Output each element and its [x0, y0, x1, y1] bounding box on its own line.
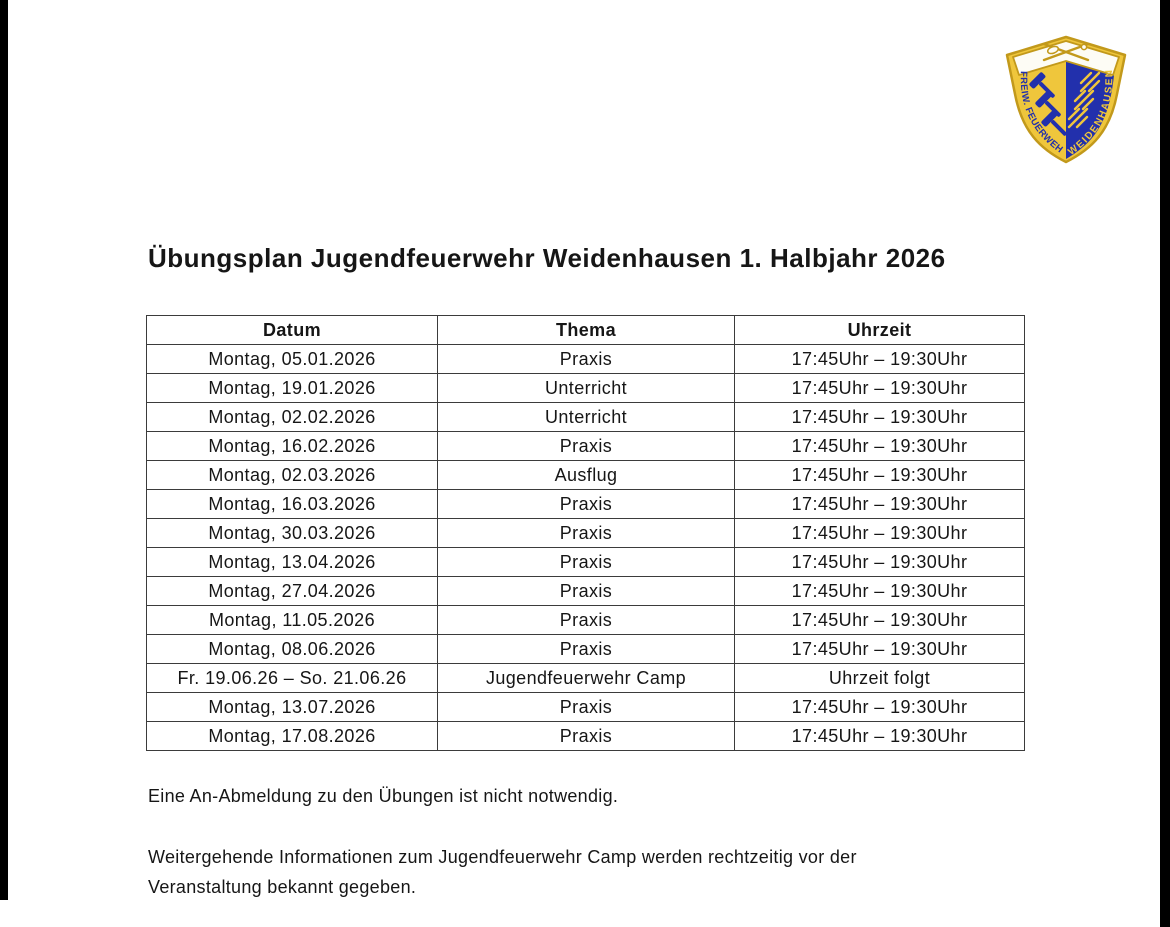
table-cell: Praxis: [437, 547, 735, 577]
table-cell: 17:45Uhr – 19:30Uhr: [734, 692, 1025, 722]
table-cell: Montag, 16.02.2026: [146, 431, 438, 461]
table-cell: Unterricht: [437, 373, 735, 403]
table-cell: Unterricht: [437, 402, 735, 432]
table-cell: 17:45Uhr – 19:30Uhr: [734, 576, 1025, 606]
table-cell: Montag, 13.07.2026: [146, 692, 438, 722]
table-cell: 17:45Uhr – 19:30Uhr: [734, 489, 1025, 519]
table-cell: 17:45Uhr – 19:30Uhr: [734, 460, 1025, 490]
table-cell: Montag, 08.06.2026: [146, 634, 438, 664]
table-cell: Jugendfeuerwehr Camp: [437, 663, 735, 693]
table-cell: 17:45Uhr – 19:30Uhr: [734, 634, 1025, 664]
note-camp-info-line1: Weitergehende Informationen zum Jugendfe…: [148, 847, 857, 867]
table-cell: Fr. 19.06.26 – So. 21.06.26: [146, 663, 438, 693]
column-header: Thema: [437, 315, 735, 345]
table-cell: Praxis: [437, 605, 735, 635]
feuerwehr-crest-logo: FREIW. FEUERWEHR WEIDENHAUSEN: [993, 30, 1127, 164]
table-row: Montag, 16.03.2026 Praxis 17:45Uhr – 19:30…: [146, 489, 1025, 519]
table-cell: Montag, 02.02.2026: [146, 402, 438, 432]
note-camp-info: Weitergehende Informationen zum Jugendfe…: [148, 842, 857, 902]
page-title: Übungsplan Jugendfeuerwehr Weidenhausen …: [148, 243, 946, 273]
table-row: Montag, 13.07.2026 Praxis 17:45Uhr – 19:30…: [146, 692, 1025, 722]
note-camp-info-line2: Veranstaltung bekannt gegeben.: [148, 877, 417, 897]
table-cell: 17:45Uhr – 19:30Uhr: [734, 344, 1025, 374]
schedule-table: Datum Thema Uhrzeit Montag, 05.01.2026 Prax…: [146, 315, 1025, 751]
table-cell: Montag, 13.04.2026: [146, 547, 438, 577]
table-cell: 17:45Uhr – 19:30Uhr: [734, 402, 1025, 432]
screenshot-edge-bar-right: [1160, 0, 1170, 927]
table-row: Montag, 17.08.2026 Praxis 17:45Uhr – 19:30…: [146, 721, 1025, 751]
table-row: Montag, 16.02.2026 Praxis 17:45Uhr – 19:30…: [146, 431, 1025, 461]
table-body: Montag, 05.01.2026 Praxis 17:45Uhr – 19:30…: [146, 344, 1025, 751]
screenshot-edge-bar-left: [0, 0, 8, 900]
table-row: Montag, 30.03.2026 Praxis 17:45Uhr – 19:30…: [146, 518, 1025, 548]
table-cell: Praxis: [437, 518, 735, 548]
table-cell: 17:45Uhr – 19:30Uhr: [734, 547, 1025, 577]
table-cell: Praxis: [437, 721, 735, 751]
table-cell: Montag, 11.05.2026: [146, 605, 438, 635]
table-cell: Montag, 02.03.2026: [146, 460, 438, 490]
table-cell: Praxis: [437, 634, 735, 664]
table-cell: Montag, 17.08.2026: [146, 721, 438, 751]
shield-blue-half: [1066, 61, 1114, 159]
table-cell: 17:45Uhr – 19:30Uhr: [734, 431, 1025, 461]
table-row: Montag, 08.06.2026 Praxis 17:45Uhr – 19:30…: [146, 634, 1025, 664]
table-cell: Praxis: [437, 489, 735, 519]
table-cell: Montag, 19.01.2026: [146, 373, 438, 403]
table-cell: Praxis: [437, 431, 735, 461]
crossed-axes-icon: [1042, 42, 1090, 62]
table-cell: Montag, 05.01.2026: [146, 344, 438, 374]
table-cell: Praxis: [437, 344, 735, 374]
table-cell: 17:45Uhr – 19:30Uhr: [734, 605, 1025, 635]
table-row: Montag, 02.03.2026 Ausflug 17:45Uhr – 19:3…: [146, 460, 1025, 490]
table-row: Montag, 05.01.2026 Praxis 17:45Uhr – 19:30…: [146, 344, 1025, 374]
table-cell: Ausflug: [437, 460, 735, 490]
table-row: Montag, 02.02.2026 Unterricht 17:45Uhr – 1…: [146, 402, 1025, 432]
column-header: Uhrzeit: [734, 315, 1025, 345]
table-cell: 17:45Uhr – 19:30Uhr: [734, 373, 1025, 403]
table-row: Montag, 11.05.2026 Praxis 17:45Uhr – 19:30…: [146, 605, 1025, 635]
column-header: Datum: [146, 315, 438, 345]
table-row: Montag, 27.04.2026 Praxis 17:45Uhr – 19:30…: [146, 576, 1025, 606]
table-cell: Uhrzeit folgt: [734, 663, 1025, 693]
note-registration: Eine An-Abmeldung zu den Übungen ist nic…: [148, 786, 619, 806]
table-cell: Montag, 27.04.2026: [146, 576, 438, 606]
table-header-row: Datum Thema Uhrzeit: [146, 315, 1025, 345]
table-cell: Montag, 16.03.2026: [146, 489, 438, 519]
table-cell: Praxis: [437, 576, 735, 606]
table-cell: 17:45Uhr – 19:30Uhr: [734, 518, 1025, 548]
table-row: Montag, 13.04.2026 Praxis 17:45Uhr – 19:30…: [146, 547, 1025, 577]
table-row: Montag, 19.01.2026 Unterricht 17:45Uhr – 1…: [146, 373, 1025, 403]
table-row: Fr. 19.06.26 – So. 21.06.26 Jugendfeuerwe…: [146, 663, 1025, 693]
shield-chief: [1012, 40, 1120, 76]
table-cell: 17:45Uhr – 19:30Uhr: [734, 721, 1025, 751]
table-cell: Montag, 30.03.2026: [146, 518, 438, 548]
table-cell: Praxis: [437, 692, 735, 722]
